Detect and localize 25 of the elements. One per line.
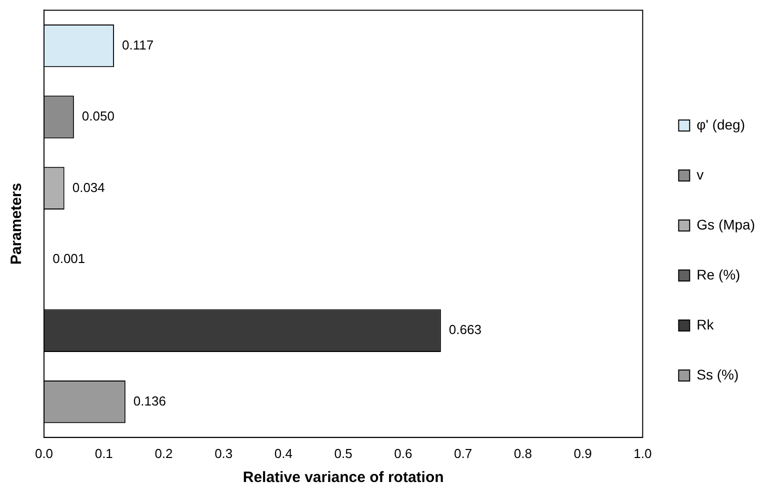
data-label: 0.136 — [133, 393, 166, 408]
legend-label: v — [696, 166, 704, 182]
x-tick-label: 1.0 — [634, 446, 652, 461]
x-tick-label: 0.2 — [154, 446, 173, 461]
x-axis-title: Relative variance of rotation — [242, 469, 444, 486]
x-tick-label: 0.4 — [274, 446, 293, 461]
x-tick-label: 0.0 — [34, 446, 54, 461]
x-tick-label: 0.7 — [454, 446, 472, 461]
x-tick-label: 0.3 — [214, 446, 233, 461]
data-label: 0.117 — [122, 37, 154, 52]
y-axis-title: Parameters — [8, 182, 26, 265]
legend-label: Gs (Mpa) — [696, 216, 756, 232]
x-tick-label: 0.8 — [514, 446, 532, 461]
x-tick-label: 0.6 — [394, 446, 412, 461]
legend-label: Ss (%) — [696, 366, 739, 382]
data-label: 0.663 — [448, 322, 482, 338]
x-tick-label: 0.5 — [334, 446, 352, 461]
data-label: 0.050 — [82, 108, 114, 124]
legend-label: Rk — [696, 316, 715, 332]
data-label: 0.001 — [52, 250, 86, 266]
data-label: 0.034 — [72, 180, 105, 195]
x-tick-label: 0.1 — [94, 446, 113, 461]
legend-label: φ' (deg) — [696, 116, 745, 132]
x-tick-label: 0.9 — [574, 446, 592, 461]
legend-label: Re (%) — [696, 266, 740, 282]
